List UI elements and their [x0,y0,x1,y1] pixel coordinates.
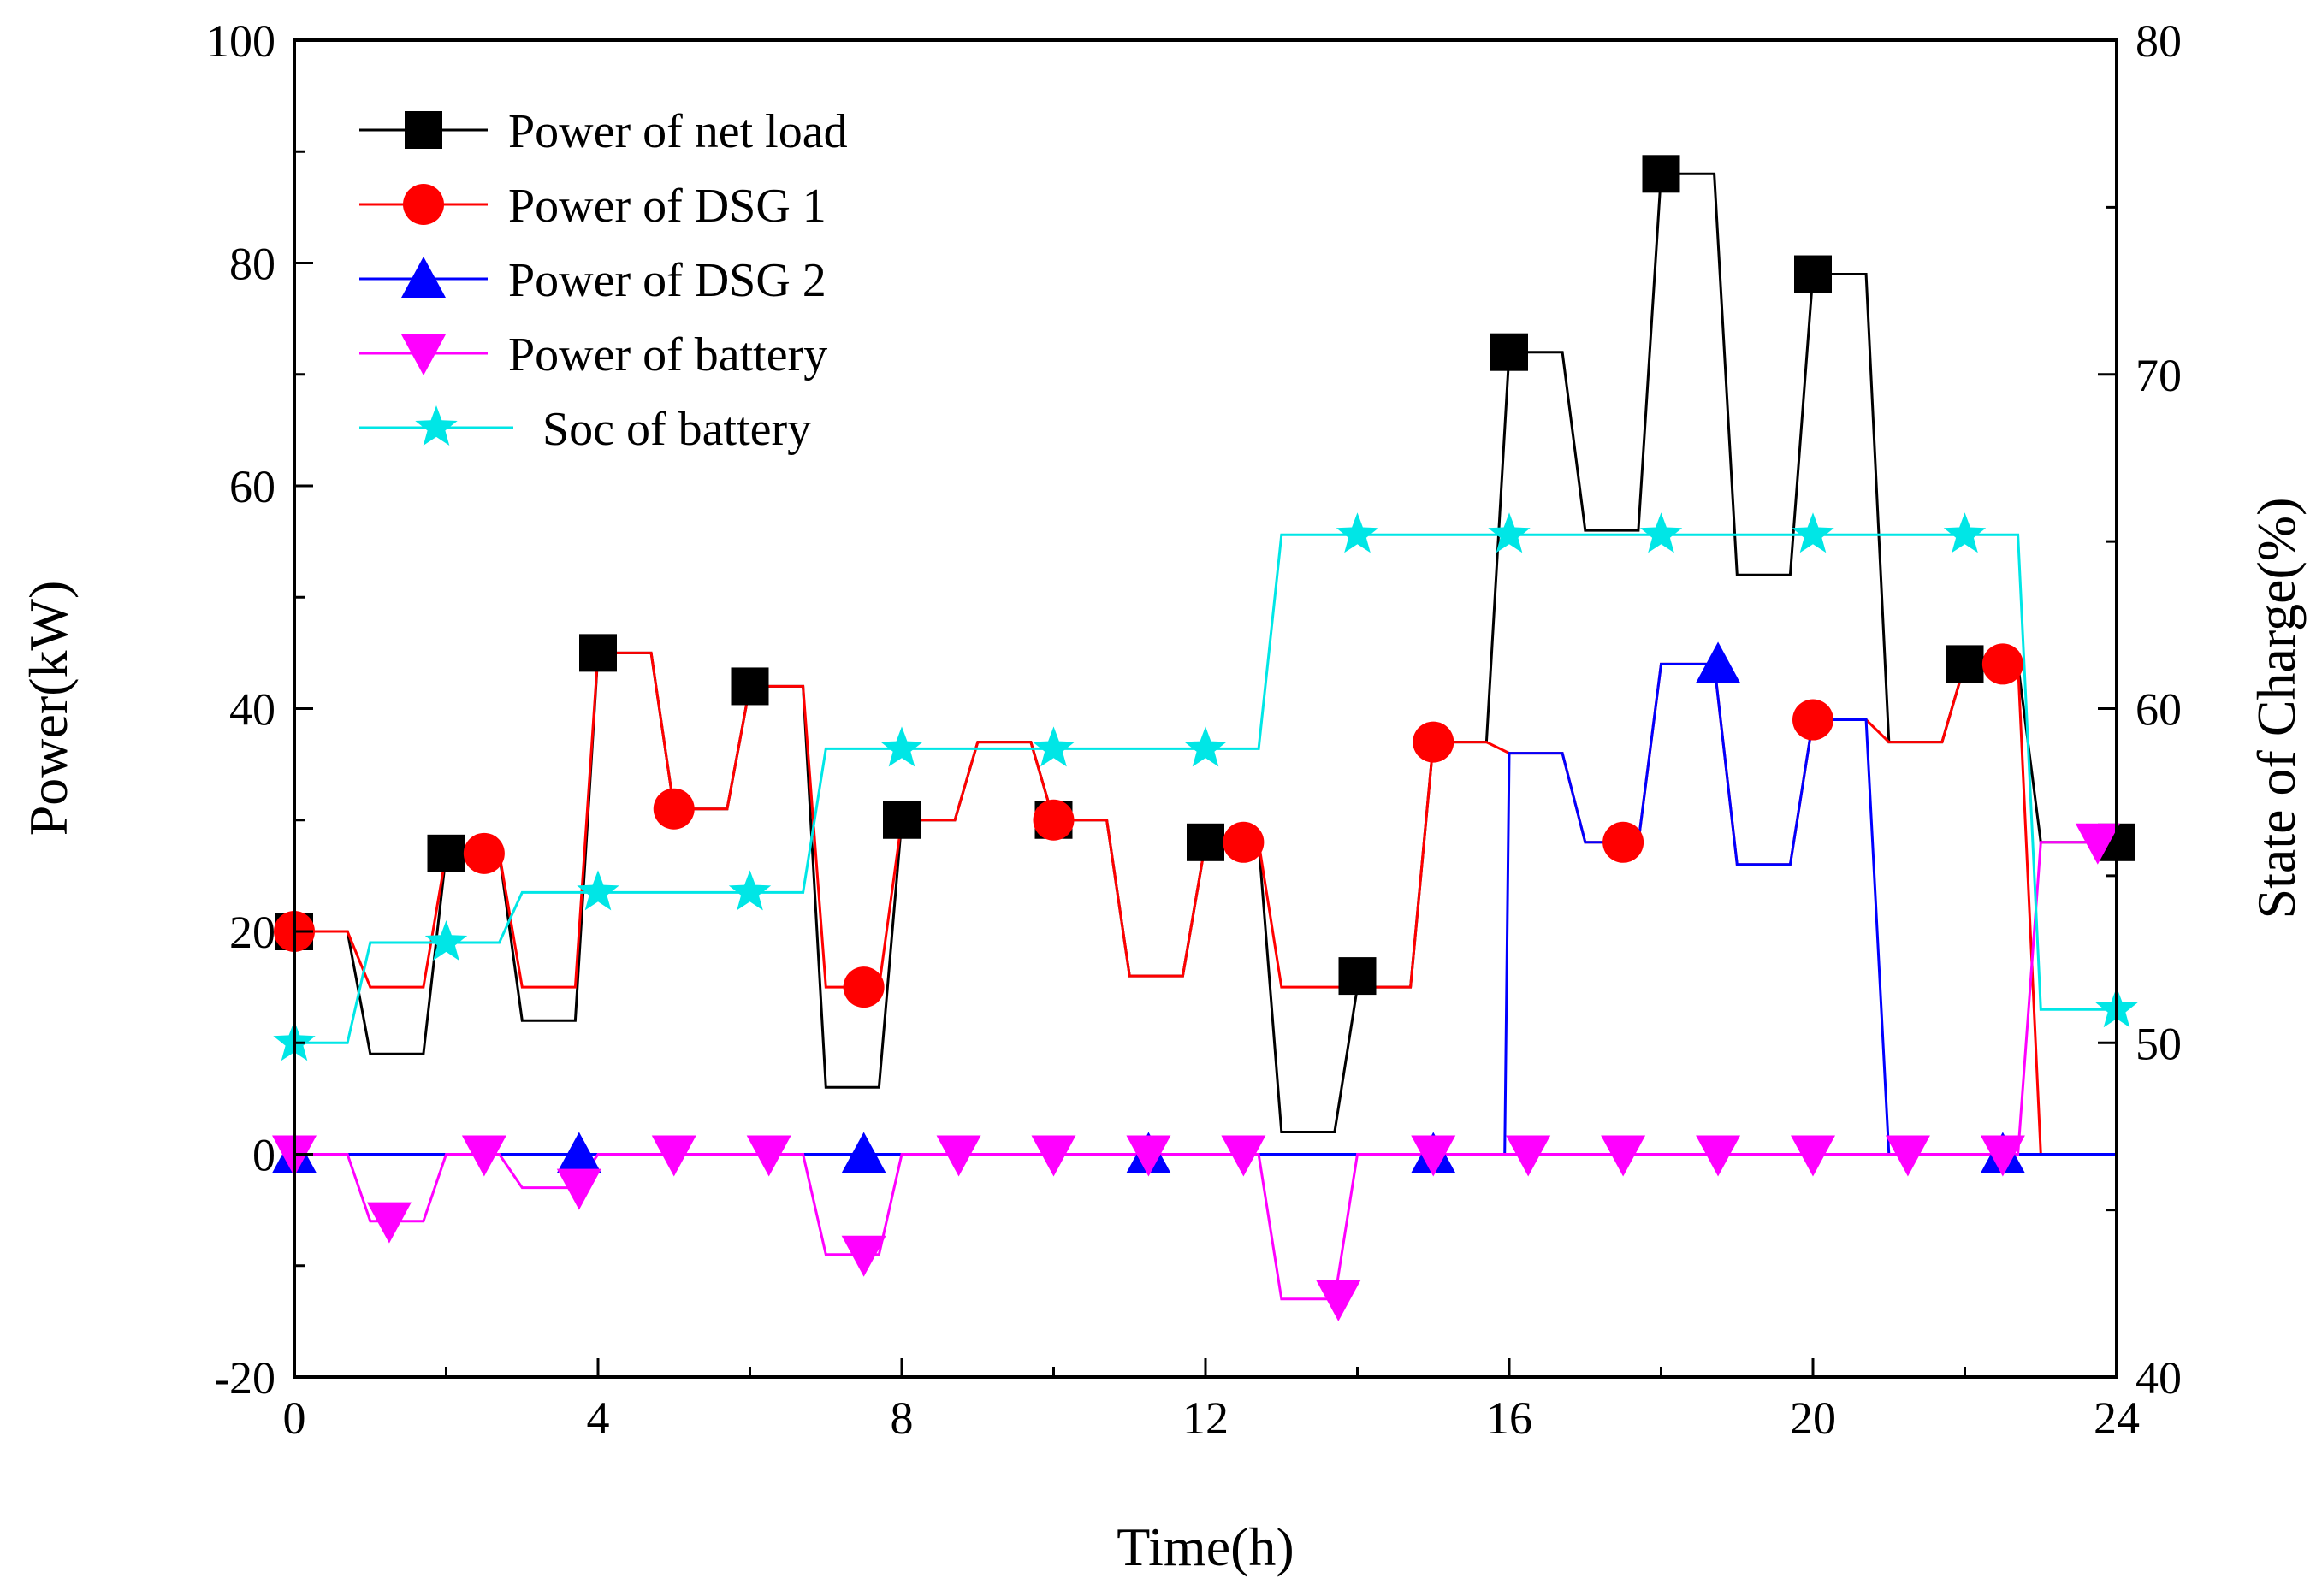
legend-marker-circle [403,184,444,225]
series-line-4 [294,533,2117,1044]
legend-marker-star [415,405,458,446]
data-point-triangle-up [841,1132,886,1173]
y-tick-label: 0 [252,1130,275,1181]
legend-label: Power of battery [508,328,827,381]
data-point-square [1490,333,1528,371]
legend-marker-square [405,111,442,149]
x-tick-label: 16 [1486,1392,1532,1444]
data-point-triangle-down [1696,1135,1741,1177]
y-tick-label: 40 [229,684,275,736]
data-point-circle [1033,799,1075,841]
data-point-star [880,726,923,767]
x-tick-label: 24 [2094,1392,2140,1444]
data-point-circle [1792,699,1833,741]
data-point-triangle-down [936,1135,981,1177]
data-point-circle [1223,821,1265,863]
data-point-triangle-down [1885,1135,1930,1177]
data-point-circle [1981,643,2023,685]
data-point-triangle-down [1031,1135,1076,1177]
data-point-triangle-down [461,1135,506,1177]
data-point-triangle-down [1411,1135,1456,1177]
data-point-triangle-down [1506,1135,1551,1177]
data-point-star [1488,512,1531,553]
legend-marker-triangle-down [401,334,446,375]
data-point-circle [463,832,505,874]
legend-label: Power of DSG 1 [508,180,826,233]
data-point-square [731,667,769,706]
y2-axis-title: State of Charge(%) [2246,498,2307,919]
data-point-circle [1413,721,1454,763]
data-point-star [424,920,468,961]
y2-tick-label: 50 [2135,1018,2182,1069]
data-point-triangle-up [1696,641,1741,683]
y2-tick-label: 60 [2135,684,2182,736]
data-point-square [579,634,617,672]
y-tick-label: -20 [214,1352,275,1404]
data-point-triangle-down [1221,1135,1266,1177]
x-axis-title: Time(h) [1117,1516,1294,1577]
data-point-triangle-down [841,1235,886,1277]
data-point-square [883,801,921,839]
series-line-3 [294,841,2117,1301]
y-tick-label: 60 [229,461,275,512]
x-tick-label: 0 [283,1392,306,1444]
data-point-square [1187,823,1224,861]
data-point-star [1336,512,1379,553]
data-point-star [577,870,619,911]
legend-marker-triangle-up [401,257,446,298]
data-point-circle [653,788,695,830]
data-point-circle [843,966,885,1008]
data-point-triangle-down [1980,1135,2025,1177]
data-point-triangle-down [651,1135,696,1177]
data-point-circle [1602,821,1644,863]
data-point-triangle-down [746,1135,791,1177]
data-point-triangle-down [1316,1280,1361,1321]
x-tick-label: 12 [1182,1392,1229,1444]
data-point-star [1184,726,1227,767]
data-point-square [427,834,465,872]
y-tick-label: 20 [229,907,275,958]
y-tick-label: 100 [206,15,275,67]
data-point-square [1642,155,1680,193]
data-point-triangle-down [1791,1135,1835,1177]
y2-tick-label: 70 [2135,350,2182,401]
data-point-triangle-up [556,1132,601,1173]
legend-label: Power of net load [508,105,848,158]
data-point-star [1032,726,1075,767]
data-point-star [1639,512,1683,553]
y-axis-title: Power(kW) [18,581,79,836]
data-point-square [1338,957,1377,996]
marker-layer [272,155,2138,1321]
data-point-star [728,870,772,911]
data-point-triangle-down [1126,1135,1171,1177]
x-tick-label: 8 [891,1392,914,1444]
data-point-star [1792,512,1834,553]
y2-tick-label: 80 [2135,15,2182,67]
data-point-triangle-down [366,1202,412,1244]
legend-label: Soc of battery [542,403,811,456]
data-point-square [1794,255,1832,293]
legend: Power of net load Power of DSG 1 Power of … [359,105,848,456]
data-point-triangle-down [556,1168,601,1210]
x-tick-label: 4 [587,1392,610,1444]
data-point-square [1946,645,1984,683]
legend-label: Power of DSG 2 [508,254,826,307]
data-point-triangle-down [2075,823,2120,865]
data-point-triangle-down [1601,1135,1646,1177]
y2-tick-label: 40 [2135,1352,2182,1404]
data-point-star [1943,512,1987,553]
x-tick-label: 20 [1790,1392,1836,1444]
y-tick-label: 80 [229,239,275,290]
